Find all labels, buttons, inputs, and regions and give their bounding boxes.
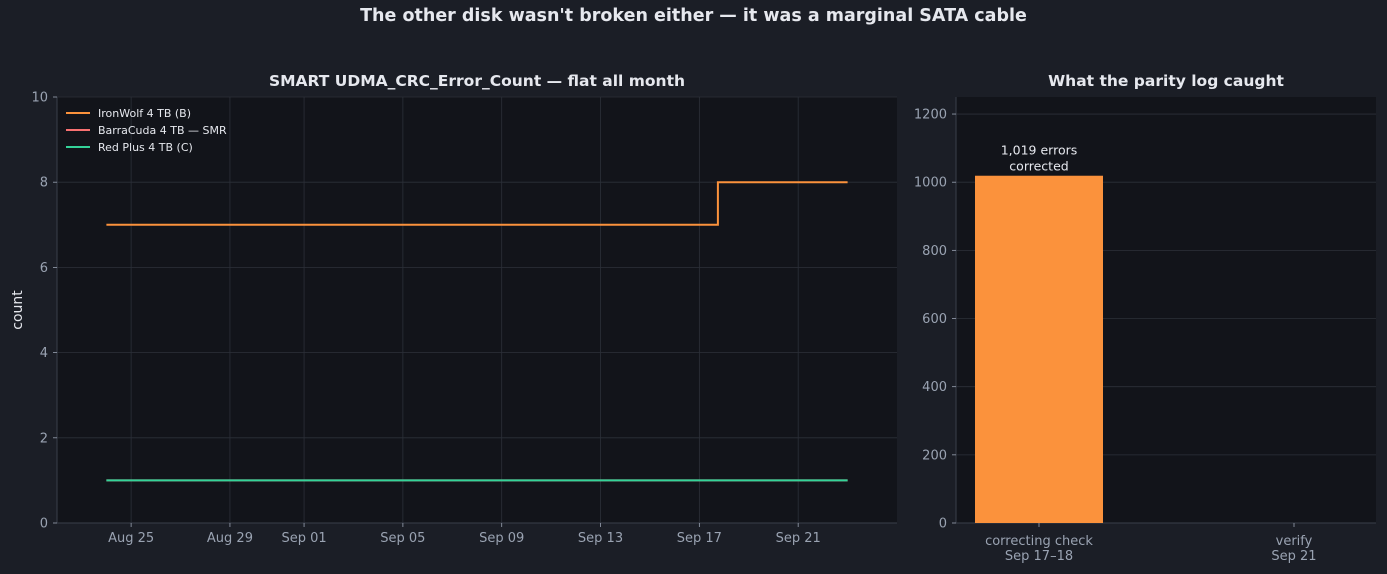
y-tick-label: 0 xyxy=(40,517,48,532)
x-tick-label: Aug 25 xyxy=(108,531,154,546)
x-tick-label: Aug 29 xyxy=(207,531,253,546)
x-tick-label: Sep 13 xyxy=(578,531,623,546)
y-tick-label: 1200 xyxy=(914,108,947,123)
y-tick-label: 200 xyxy=(922,448,947,463)
legend-label: Red Plus 4 TB (C) xyxy=(98,141,193,154)
x-tick-label: correcting check xyxy=(985,534,1093,549)
x-tick-label: Sep 01 xyxy=(281,531,326,546)
chart-title: What the parity log caught xyxy=(1048,72,1284,90)
chart-title: SMART UDMA_CRC_Error_Count — flat all mo… xyxy=(269,72,685,90)
series-lines xyxy=(106,181,848,482)
legend-label: IronWolf 4 TB (B) xyxy=(98,107,191,120)
y-axis: 0 200 400 600 800 1000 1200 xyxy=(914,108,956,532)
y-tick-label: 8 xyxy=(40,176,48,191)
y-axis: 0 2 4 6 8 10 xyxy=(31,91,57,532)
crc-error-chart: 0 2 4 6 8 10 Aug 25 Aug 29 Sep 01 Sep 05 Sep 09 Se… xyxy=(10,72,897,546)
legend: IronWolf 4 TB (B) BarraCuda 4 TB — SMR Red… xyxy=(66,107,227,154)
x-tick-label: verify xyxy=(1276,534,1313,549)
y-axis-label: count xyxy=(10,290,26,330)
bar-annotation: 1,019 errors xyxy=(1001,143,1078,158)
y-tick-label: 4 xyxy=(40,346,48,361)
x-tick-label: Sep 09 xyxy=(479,531,524,546)
y-tick-label: 1000 xyxy=(914,176,947,191)
x-tick-label: Sep 05 xyxy=(380,531,425,546)
y-tick-label: 6 xyxy=(40,261,48,276)
plot-area xyxy=(57,97,897,523)
legend-label: BarraCuda 4 TB — SMR xyxy=(98,124,227,137)
x-axis: Aug 25 Aug 29 Sep 01 Sep 05 Sep 09 Sep 13 Sep … xyxy=(108,523,821,546)
gridlines xyxy=(56,96,897,524)
x-tick-label: Sep 21 xyxy=(1271,549,1316,564)
figure-title: The other disk wasn't broken either — it… xyxy=(360,6,1027,26)
x-tick-label: Sep 17 xyxy=(677,531,722,546)
y-tick-label: 10 xyxy=(31,91,48,106)
y-tick-label: 600 xyxy=(922,312,947,327)
y-tick-label: 2 xyxy=(40,431,48,446)
bar xyxy=(975,175,1103,523)
bar-annotation: corrected xyxy=(1009,159,1068,174)
x-tick-label: Sep 17–18 xyxy=(1005,549,1073,564)
y-tick-label: 800 xyxy=(922,244,947,259)
y-tick-label: 0 xyxy=(939,517,947,532)
y-tick-label: 400 xyxy=(922,380,947,395)
x-tick-label: Sep 21 xyxy=(776,531,821,546)
series-line-0 xyxy=(106,181,848,226)
